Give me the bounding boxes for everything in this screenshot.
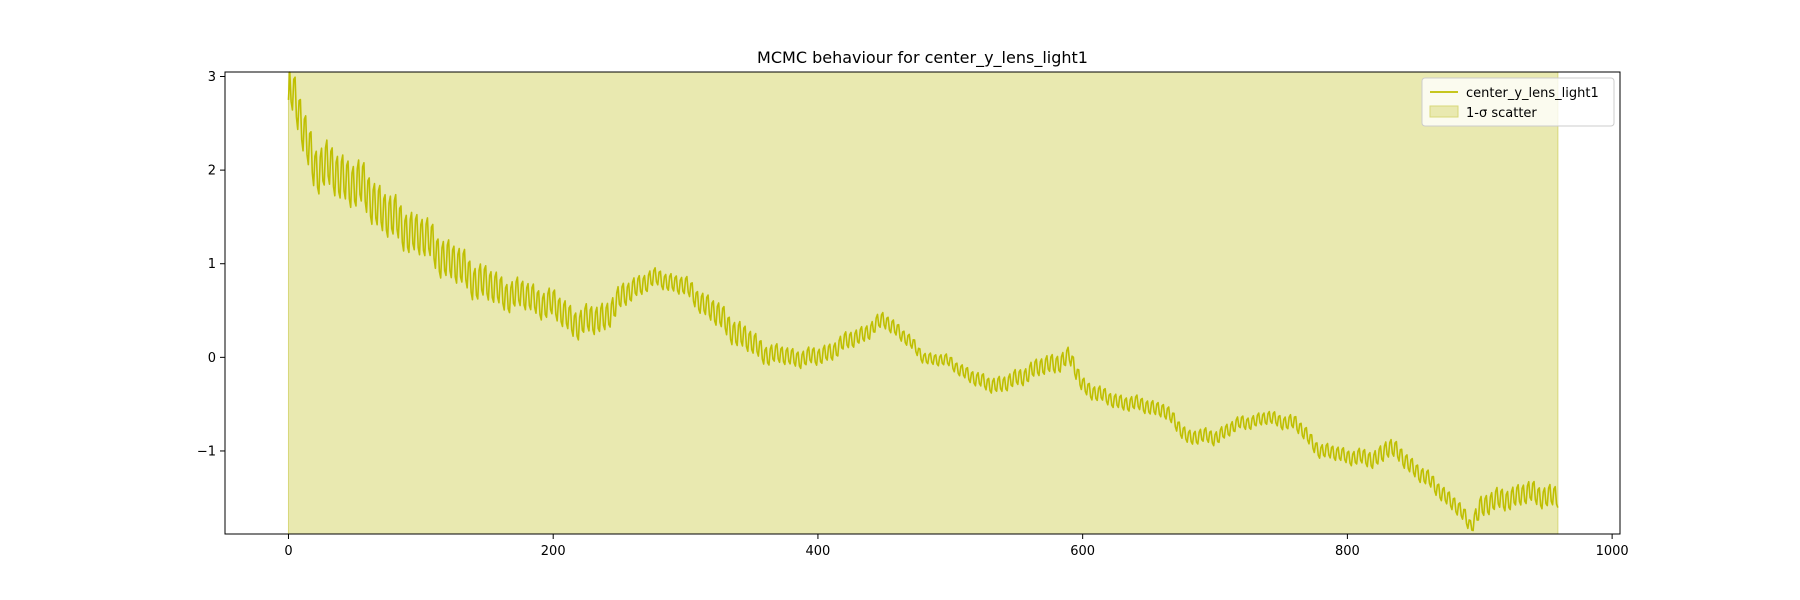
axes-frame (224, 71, 1621, 535)
x-tick-label: 200 (541, 544, 566, 559)
x-tick-label: 400 (806, 544, 831, 559)
x-tick-label: 800 (1335, 544, 1360, 559)
legend-label-band: 1-σ scatter (1466, 106, 1537, 121)
legend-label-series: center_y_lens_light1 (1466, 86, 1599, 101)
series-line (287, 71, 1559, 532)
legend-box (1421, 77, 1615, 127)
series-line-layer (287, 71, 1559, 532)
x-axis-ticks: 0 200 400 600 800 1000 (284, 534, 1629, 559)
y-tick-label: 1 (208, 257, 216, 272)
x-tick-label: 600 (1070, 544, 1095, 559)
chart-title: MCMC behaviour for center_y_lens_light1 (757, 48, 1088, 68)
y-tick-label: −1 (197, 444, 216, 459)
y-axis-ticks: −1 0 1 2 3 (197, 70, 225, 459)
legend-band-swatch (1429, 105, 1459, 118)
y-tick-label: 0 (208, 351, 216, 366)
y-tick-label: 3 (208, 70, 216, 85)
x-tick-label: 1000 (1596, 544, 1629, 559)
y-tick-label: 2 (208, 164, 216, 179)
legend: center_y_lens_light1 1-σ scatter (1421, 77, 1615, 127)
x-tick-label: 0 (284, 544, 292, 559)
